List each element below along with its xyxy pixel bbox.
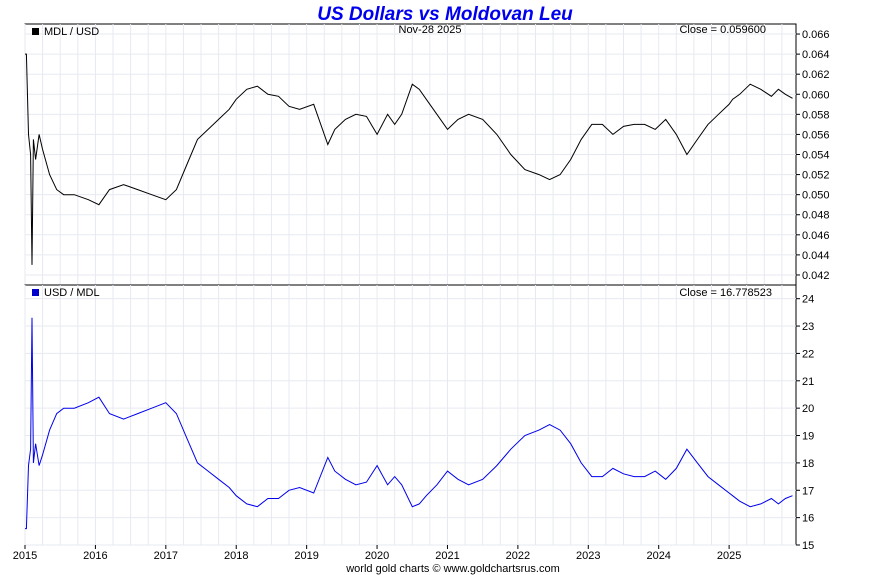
y-tick-label: 0.062 — [802, 69, 830, 81]
y-tick-label: 20 — [802, 403, 814, 415]
legend-swatch-usd-mdl — [32, 289, 39, 296]
chart-date: Nov-28 2025 — [399, 24, 462, 36]
series-line-mdl-usd — [25, 53, 793, 265]
y-tick-label: 0.050 — [802, 190, 830, 202]
grid-top — [24, 24, 796, 285]
panel-frame-bottom — [24, 284, 797, 546]
y-tick-label: 18 — [802, 458, 814, 470]
x-tick-label: 2023 — [576, 550, 600, 562]
y-tick-label: 21 — [802, 376, 814, 388]
legend-swatch-mdl-usd — [32, 28, 39, 35]
y-tick-label: 17 — [802, 485, 814, 497]
y-tick-label: 0.056 — [802, 129, 830, 141]
close-label-usd-mdl: Close = 16.778523 — [679, 287, 772, 299]
y-tick-label: 0.052 — [802, 170, 830, 182]
x-tick-label: 2015 — [13, 550, 37, 562]
y-tick-label: 15 — [802, 540, 814, 552]
y-tick-label: 0.042 — [802, 270, 830, 282]
x-tick-label: 2021 — [435, 550, 459, 562]
y-tick-label: 0.054 — [802, 150, 830, 162]
y-tick-label: 0.044 — [802, 250, 830, 262]
y-axis-bottom: 15 16 17 18 19 20 21 22 23 24 — [796, 294, 814, 552]
x-tick-label: 2019 — [294, 550, 318, 562]
y-tick-label: 0.060 — [802, 89, 830, 101]
footer-credit: world gold charts © www.goldchartsrus.co… — [345, 563, 560, 575]
y-tick-label: 22 — [802, 348, 814, 360]
legend-label-usd-mdl: USD / MDL — [44, 287, 100, 299]
x-tick-label: 2016 — [83, 550, 107, 562]
panel-mdl-usd: 0.042 0.044 0.046 0.048 0.050 0.052 0.054 0.056… — [24, 23, 830, 286]
y-tick-label: 19 — [802, 431, 814, 443]
x-axis: 2015 2016 2017 2018 2019 2020 2021 2022 2023 2024… — [13, 545, 741, 562]
y-axis-top: 0.042 0.044 0.046 0.048 0.050 0.052 0.054 0.056… — [796, 29, 830, 282]
x-tick-label: 2024 — [646, 550, 670, 562]
x-tick-label: 2022 — [506, 550, 530, 562]
y-tick-label: 16 — [802, 513, 814, 525]
panel-usd-mdl: 15 16 17 18 19 20 21 22 23 24 USD / MDL Close = 1… — [24, 284, 814, 552]
y-tick-label: 23 — [802, 321, 814, 333]
y-tick-label: 0.046 — [802, 230, 830, 242]
y-tick-label: 24 — [802, 294, 814, 306]
x-tick-label: 2018 — [224, 550, 248, 562]
y-tick-label: 0.066 — [802, 29, 830, 41]
x-tick-label: 2025 — [717, 550, 741, 562]
x-tick-label: 2017 — [154, 550, 178, 562]
close-label-mdl-usd: Close = 0.059600 — [679, 24, 766, 36]
y-tick-label: 0.058 — [802, 109, 830, 121]
legend-label-mdl-usd: MDL / USD — [44, 26, 99, 38]
x-tick-label: 2020 — [365, 550, 389, 562]
series-line-usd-mdl — [25, 317, 793, 530]
y-tick-label: 0.048 — [802, 210, 830, 222]
chart-title: US Dollars vs Moldovan Leu — [317, 4, 573, 25]
y-tick-label: 0.064 — [802, 49, 830, 61]
